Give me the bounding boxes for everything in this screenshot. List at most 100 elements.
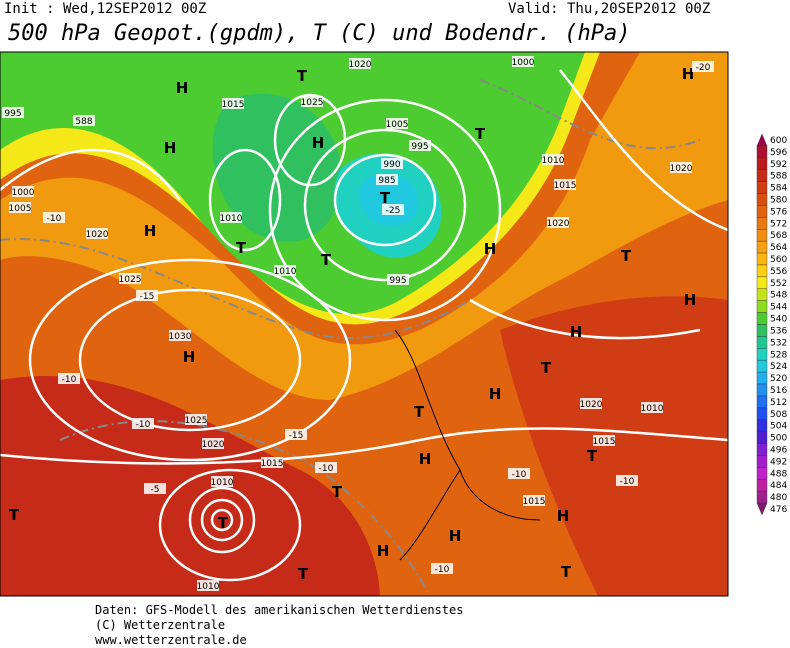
- isobar: [0, 148, 182, 201]
- isoline-label: 1020: [547, 219, 570, 229]
- footer-line: (C) Wetterzentrale: [95, 618, 225, 632]
- pressure-center: T: [9, 506, 20, 524]
- color-swatch: [756, 193, 768, 206]
- valid-time: Valid: Thu,20SEP2012 00Z: [508, 1, 710, 17]
- color-swatch: [756, 324, 768, 337]
- label-box: [580, 398, 602, 409]
- label-box: [222, 98, 244, 109]
- isoline-label: 1020: [202, 440, 225, 450]
- isobar: [208, 148, 282, 252]
- isoline-label: 1005: [386, 120, 409, 130]
- label-box: [315, 462, 337, 473]
- legend-label: 588: [770, 172, 787, 182]
- legend-label: 512: [770, 398, 787, 408]
- legend-label: 592: [770, 160, 787, 170]
- pressure-center: T: [380, 189, 391, 207]
- color-swatch: [756, 431, 768, 444]
- label-box: [169, 330, 191, 341]
- color-swatch: [756, 371, 768, 385]
- isoline-label: 1010: [220, 214, 243, 224]
- isobar: [303, 128, 467, 282]
- label-box: [185, 414, 207, 425]
- pressure-center: H: [484, 240, 497, 258]
- label-box: [670, 162, 692, 173]
- color-swatch: [756, 205, 768, 218]
- isoline-label: 985: [378, 176, 395, 186]
- pressure-center: T: [236, 239, 247, 257]
- isobar: [273, 93, 347, 187]
- legend-label: 568: [770, 231, 787, 241]
- legend-label: 496: [770, 445, 787, 455]
- isoline-label: 995: [4, 109, 21, 119]
- isoline-label: 1015: [523, 497, 546, 507]
- pressure-center: H: [449, 527, 462, 545]
- init-time: Init : Wed,12SEP2012 00Z: [4, 1, 206, 17]
- color-swatch: [756, 300, 768, 313]
- color-swatch: [756, 229, 768, 242]
- legend-label: 492: [770, 457, 787, 467]
- map: [0, 51, 729, 597]
- isoline-label: 588: [75, 117, 92, 127]
- isoline-label: 1015: [261, 459, 284, 469]
- color-swatch: [756, 467, 768, 480]
- isobar: [78, 288, 302, 432]
- isoline-label: 995: [389, 276, 406, 286]
- legend-label: 552: [770, 279, 787, 289]
- label-box: [86, 228, 108, 239]
- color-swatch: [756, 479, 768, 492]
- label-box: [9, 202, 31, 213]
- pressure-center: H: [176, 79, 189, 97]
- isoline-label: -25: [386, 206, 401, 216]
- isobar: [559, 69, 728, 232]
- label-box: [211, 476, 233, 487]
- pressure-center: H: [419, 450, 432, 468]
- warm-area: [500, 296, 728, 596]
- temp-line: [479, 79, 701, 150]
- pressure-center: T: [218, 514, 229, 532]
- legend-label: 516: [770, 386, 787, 396]
- label-box: [431, 563, 453, 574]
- label-box: [73, 115, 95, 126]
- label-box: [386, 118, 408, 129]
- isobar: [200, 498, 244, 542]
- color-swatch: [756, 336, 768, 349]
- color-swatch: [756, 288, 768, 301]
- isoline-label: 1010: [211, 478, 234, 488]
- footer-line: Daten: GFS-Modell des amerikanischen Wet…: [95, 603, 463, 617]
- isoline-label: 1025: [119, 275, 142, 285]
- isoline-label: -10: [620, 477, 635, 487]
- label-box: [197, 580, 219, 591]
- legend-label: 524: [770, 362, 787, 372]
- isobar: [28, 258, 352, 462]
- legend-label: 528: [770, 350, 787, 360]
- isoline-label: 1015: [593, 437, 616, 447]
- label-box: [202, 438, 224, 449]
- map-title: 500 hPa Geopot.(gpdm), T (C) und Bodendr…: [8, 21, 631, 46]
- label-box: [43, 212, 65, 223]
- isobar: [0, 427, 728, 465]
- isoline-label: 995: [411, 142, 428, 152]
- label-box: [132, 418, 154, 429]
- label-box: [220, 212, 242, 223]
- legend-label: 584: [770, 184, 787, 194]
- isoline-label: -10: [512, 470, 527, 480]
- label-box: [144, 483, 166, 494]
- color-swatch: [756, 360, 768, 373]
- isoline-label: -15: [140, 292, 155, 302]
- pressure-center: T: [298, 565, 309, 583]
- pressure-center: H: [144, 222, 157, 240]
- label-box: [692, 61, 714, 72]
- label-box: [409, 140, 431, 151]
- label-box: [381, 158, 403, 169]
- pressure-center: T: [297, 67, 308, 85]
- pressure-center: H: [164, 139, 177, 157]
- isobar: [333, 153, 437, 247]
- pressure-center: H: [557, 507, 570, 525]
- isoline-label: 990: [383, 160, 400, 170]
- isoline-label: -10: [435, 565, 450, 575]
- pressure-center: H: [684, 291, 697, 309]
- pressure-center: T: [621, 247, 632, 265]
